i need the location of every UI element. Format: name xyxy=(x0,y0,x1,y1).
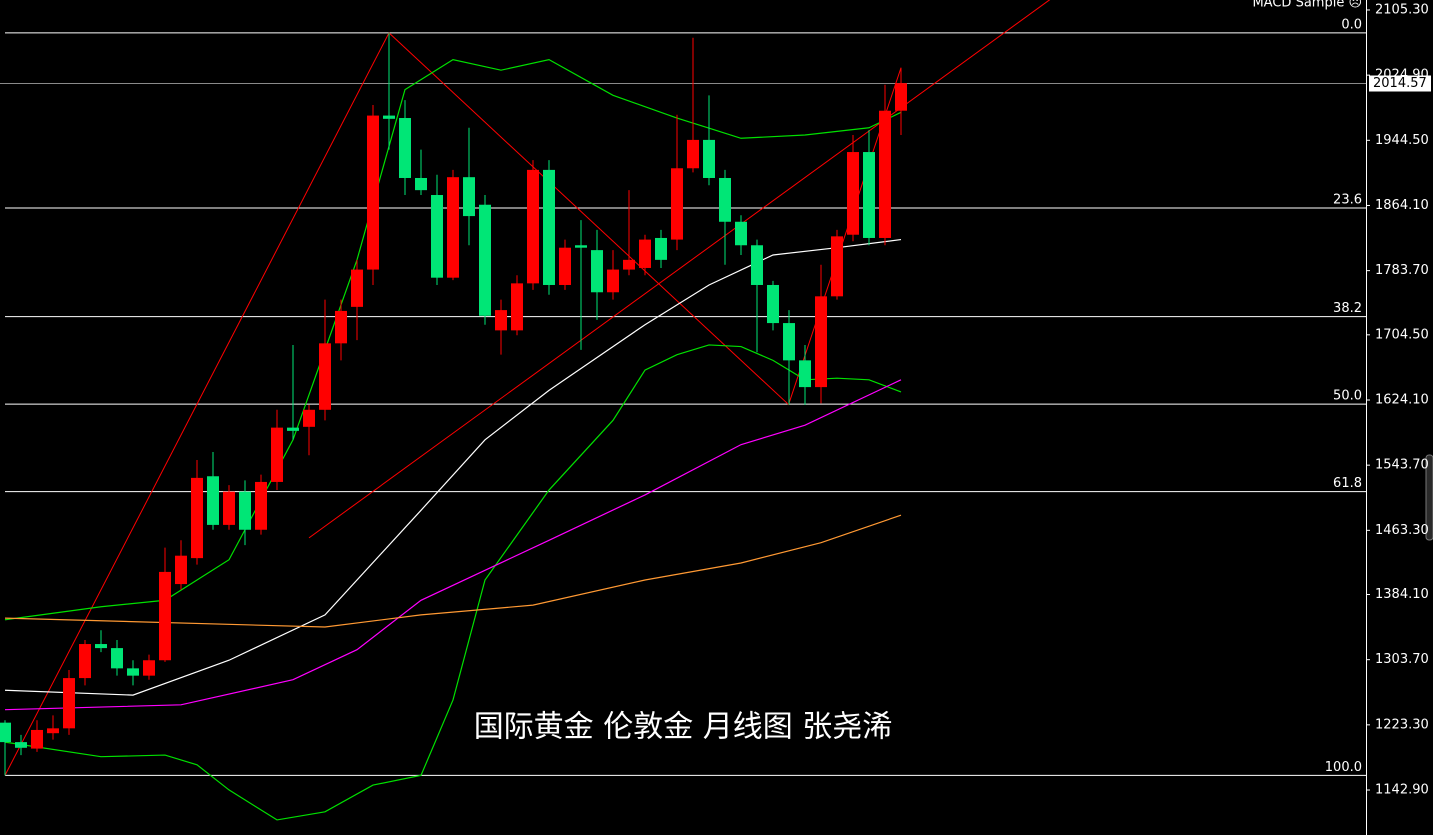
candle-body xyxy=(255,481,267,530)
trendline xyxy=(308,0,1051,539)
indicator-line xyxy=(4,238,902,696)
candle-body xyxy=(799,360,811,388)
y-tick-label: 1463.30 xyxy=(1375,523,1429,538)
candle-body xyxy=(831,236,843,297)
candle-body xyxy=(383,115,395,119)
candle-body xyxy=(607,269,619,293)
candle-body xyxy=(767,284,779,324)
candle-body xyxy=(335,310,347,344)
candle-body xyxy=(63,678,75,729)
indicator-line xyxy=(4,514,902,628)
scroll-handle[interactable] xyxy=(1425,454,1433,541)
candle-body xyxy=(463,177,475,217)
candle-body xyxy=(575,245,587,248)
candle-body xyxy=(783,323,795,361)
candle-body xyxy=(207,476,219,525)
candle-body xyxy=(95,644,107,649)
y-tick-label: 1303.70 xyxy=(1375,652,1429,667)
candle-body xyxy=(559,247,571,285)
y-tick-label: 1142.90 xyxy=(1375,783,1429,798)
candle-body xyxy=(431,195,443,278)
plot-area: 0.0 23.6 38.2 50.0 61.8 100.0 xyxy=(0,0,1366,821)
indicator-line xyxy=(4,379,902,711)
fib-label: 100.0 xyxy=(1325,760,1362,775)
candle-body xyxy=(495,310,507,331)
y-tick-label: 1543.70 xyxy=(1375,458,1429,473)
candle-body xyxy=(687,139,699,169)
fib-label: 38.2 xyxy=(1333,301,1362,316)
trendline xyxy=(4,32,390,776)
y-tick-label: 1944.50 xyxy=(1375,133,1429,148)
candle-body xyxy=(15,742,27,748)
candle-body xyxy=(127,668,139,676)
y-tick-label: 1624.10 xyxy=(1375,392,1429,407)
candle-body xyxy=(47,728,59,734)
candle-body xyxy=(447,177,459,278)
y-tick-label: 2105.30 xyxy=(1375,2,1429,17)
indicator-line xyxy=(4,59,902,621)
candle-body xyxy=(159,571,171,661)
candle-body xyxy=(415,177,427,191)
candle-body xyxy=(847,152,859,235)
candle-body xyxy=(111,648,123,669)
candle-body xyxy=(719,177,731,222)
candle-body xyxy=(399,118,411,178)
candle-body xyxy=(367,115,379,270)
trendline xyxy=(388,32,790,406)
y-tick-label: 1783.70 xyxy=(1375,263,1429,278)
fib-label: 61.8 xyxy=(1333,476,1362,491)
candle-body xyxy=(671,168,683,240)
candle-body xyxy=(0,722,11,743)
y-tick-label: 1384.10 xyxy=(1375,587,1429,602)
candle-body xyxy=(735,221,747,246)
candle-body xyxy=(143,660,155,676)
candle-body xyxy=(815,296,827,388)
candle-body xyxy=(703,139,715,178)
candle-body xyxy=(511,283,523,331)
candle-body xyxy=(79,644,91,679)
candle-body xyxy=(639,239,651,268)
candle-body xyxy=(591,250,603,293)
candle-body xyxy=(527,169,539,284)
candle-body xyxy=(303,409,315,427)
candle-body xyxy=(623,259,635,270)
fib-label: 0.0 xyxy=(1341,17,1362,32)
candle-body xyxy=(319,343,331,410)
chart-title: 国际黄金 伦敦金 月线图 张尧浠 xyxy=(474,710,893,745)
candle-body xyxy=(351,269,363,307)
y-tick-label: 1223.30 xyxy=(1375,717,1429,732)
fib-label: 23.6 xyxy=(1333,192,1362,207)
fib-label: 50.0 xyxy=(1333,389,1362,404)
candle-body xyxy=(175,555,187,585)
candle-body xyxy=(879,110,891,238)
candle-body xyxy=(863,152,875,238)
y-tick-label: 1864.10 xyxy=(1375,198,1429,213)
candle-body xyxy=(479,204,491,316)
candle-body xyxy=(287,427,299,431)
y-tick-label: 1704.50 xyxy=(1375,327,1429,342)
candle-body xyxy=(223,491,235,525)
current-price-label: 2014.57 xyxy=(1373,76,1427,91)
candle-body xyxy=(31,729,43,749)
indicator-label: MACD Sample ☹ xyxy=(1252,0,1362,11)
candle-body xyxy=(895,83,907,111)
candle-body xyxy=(655,237,667,260)
candle-body xyxy=(191,477,203,559)
candle-body xyxy=(543,169,555,285)
candle-body xyxy=(239,491,251,530)
candle-body xyxy=(751,245,763,285)
current-price-box xyxy=(1369,75,1431,92)
candle-body xyxy=(271,427,283,482)
